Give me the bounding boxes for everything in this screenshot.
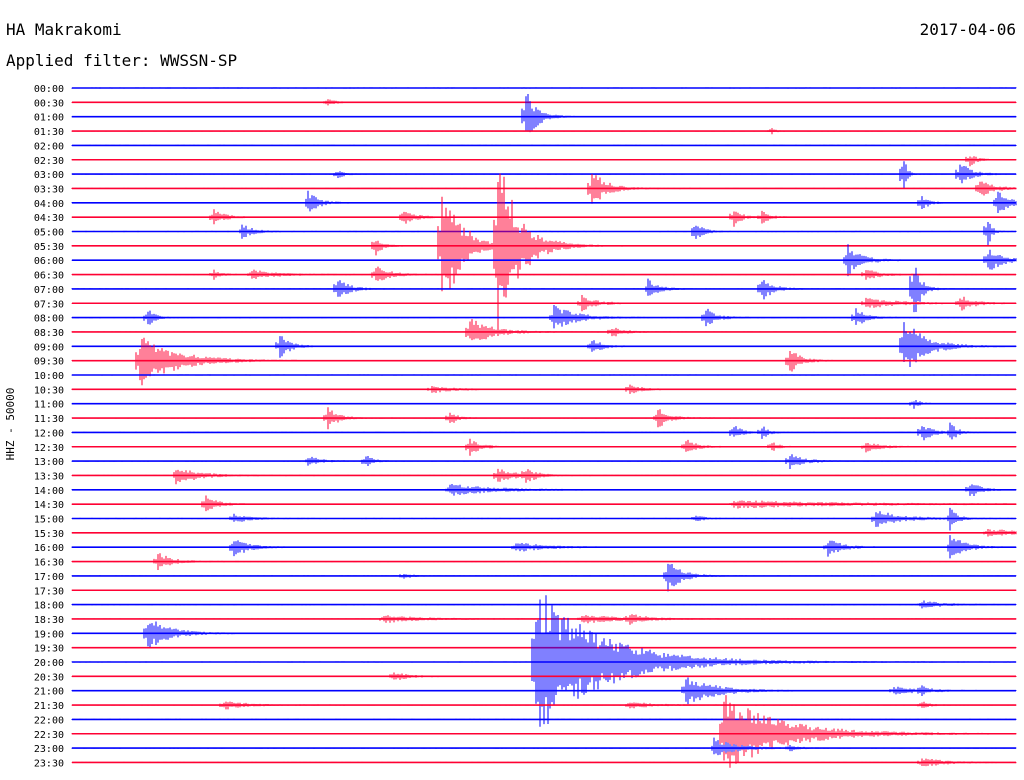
time-tick-label: 00:30 — [34, 98, 64, 109]
time-tick-label: 07:30 — [34, 299, 64, 310]
time-tick-label: 03:00 — [34, 170, 64, 181]
time-tick-label: 19:00 — [34, 629, 64, 640]
chart-title: HA Makrakomi — [6, 20, 122, 39]
time-tick-label: 14:30 — [34, 500, 64, 511]
time-tick-label: 22:00 — [34, 715, 64, 726]
time-tick-label: 23:00 — [34, 744, 64, 755]
time-tick-label: 21:30 — [34, 701, 64, 712]
time-tick-label: 10:30 — [34, 385, 64, 396]
time-tick-label: 09:00 — [34, 342, 64, 353]
time-tick-label: 05:30 — [34, 242, 64, 253]
time-tick-label: 22:30 — [34, 730, 64, 741]
time-tick-label: 01:00 — [34, 113, 64, 124]
time-tick-label: 16:00 — [34, 543, 64, 554]
chart-date: 2017-04-06 — [920, 20, 1016, 39]
time-tick-label: 15:30 — [34, 529, 64, 540]
time-tick-label: 21:00 — [34, 687, 64, 698]
time-tick-label: 12:00 — [34, 428, 64, 439]
time-tick-label: 02:00 — [34, 141, 64, 152]
time-tick-label: 13:30 — [34, 471, 64, 482]
time-tick-label: 09:30 — [34, 357, 64, 368]
time-tick-label: 05:00 — [34, 228, 64, 239]
time-tick-label: 03:30 — [34, 184, 64, 195]
time-tick-label: 04:30 — [34, 213, 64, 224]
time-tick-label: 06:00 — [34, 256, 64, 267]
chart-subtitle: Applied filter: WWSSN-SP — [6, 51, 237, 70]
time-tick-label: 08:00 — [34, 314, 64, 325]
time-tick-label: 19:30 — [34, 644, 64, 655]
time-tick-label: 17:00 — [34, 572, 64, 583]
time-tick-label: 10:00 — [34, 371, 64, 382]
time-tick-label: 20:00 — [34, 658, 64, 669]
time-tick-label: 00:00 — [34, 84, 64, 95]
time-tick-label: 23:30 — [34, 758, 64, 769]
time-tick-label: 15:00 — [34, 515, 64, 526]
time-tick-label: 18:30 — [34, 615, 64, 626]
trace-rows: 00:00 00:30 01:00 01:30 02:00 02:30 03:00 03:30… — [34, 84, 1017, 769]
time-tick-label: 16:30 — [34, 558, 64, 569]
y-axis-label: HHZ - 50000 — [4, 388, 17, 461]
time-tick-label: 14:00 — [34, 486, 64, 497]
time-tick-label: 20:30 — [34, 672, 64, 683]
time-tick-label: 12:30 — [34, 443, 64, 454]
time-tick-label: 13:00 — [34, 457, 64, 468]
time-tick-label: 07:00 — [34, 285, 64, 296]
time-tick-label: 02:30 — [34, 156, 64, 167]
time-tick-label: 04:00 — [34, 199, 64, 210]
time-tick-label: 01:30 — [34, 127, 64, 138]
time-tick-label: 18:00 — [34, 601, 64, 612]
time-tick-label: 17:30 — [34, 586, 64, 597]
time-tick-label: 06:30 — [34, 271, 64, 282]
time-tick-label: 11:30 — [34, 414, 64, 425]
time-tick-label: 11:00 — [34, 400, 64, 411]
time-tick-label: 08:30 — [34, 328, 64, 339]
